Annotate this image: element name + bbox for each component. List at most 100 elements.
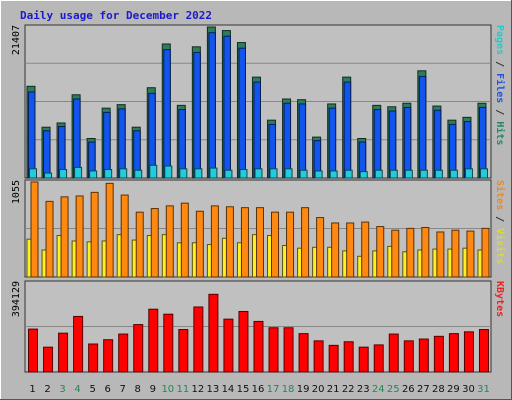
bar-sites-day-7 bbox=[120, 194, 129, 278]
bar-files-day-25 bbox=[388, 110, 397, 179]
bar-sites-day-6 bbox=[105, 182, 114, 278]
day-label-19: 19 bbox=[297, 384, 310, 395]
bar-kbytes-day-4 bbox=[73, 315, 84, 373]
bar-files-day-10 bbox=[163, 49, 171, 179]
day-label-23: 23 bbox=[357, 384, 370, 395]
bar-sites-day-3 bbox=[60, 196, 69, 278]
bar-kbytes-day-5 bbox=[88, 343, 99, 373]
bar-kbytes-day-17 bbox=[268, 327, 279, 373]
day-label-22: 22 bbox=[342, 384, 355, 395]
bar-kbytes-day-18 bbox=[283, 327, 294, 373]
day-label-11: 11 bbox=[176, 384, 189, 395]
bar-files-day-31 bbox=[478, 106, 487, 179]
bar-kbytes-day-8 bbox=[133, 324, 144, 373]
legend-entry: / bbox=[494, 55, 505, 73]
day-label-17: 17 bbox=[267, 384, 280, 395]
bar-sites-day-2 bbox=[45, 200, 54, 278]
bar-sites-day-27 bbox=[421, 226, 430, 278]
bar-kbytes-day-12 bbox=[193, 306, 204, 373]
day-label-25: 25 bbox=[387, 384, 400, 395]
bar-files-day-13 bbox=[208, 32, 216, 179]
bar-sites-day-30 bbox=[466, 230, 475, 278]
day-label-7: 7 bbox=[120, 384, 126, 395]
bar-pages-day-25 bbox=[389, 169, 398, 179]
bar-files-day-11 bbox=[178, 109, 186, 179]
bar-files-day-26 bbox=[403, 106, 412, 179]
bar-sites-day-31 bbox=[481, 227, 490, 278]
panel-top: 21407 Pages / Files / Hits bbox=[11, 24, 506, 179]
bar-files-day-28 bbox=[433, 109, 442, 179]
panel-middle: 1055 Sites / Visits bbox=[11, 179, 506, 278]
bar-kbytes-day-3 bbox=[58, 332, 69, 373]
bar-pages-day-29 bbox=[449, 169, 458, 179]
bar-pages-day-11 bbox=[179, 168, 188, 179]
day-label-24: 24 bbox=[372, 384, 385, 395]
day-labels: 1 2 3 4 5 6 7 8 9 10 11 12 13 14 15 16 17 18 19 20 21 22 23 24 2… bbox=[29, 384, 490, 395]
day-label-14: 14 bbox=[222, 384, 235, 395]
bar-pages-day-22 bbox=[344, 169, 353, 179]
bar-sites-day-23 bbox=[361, 221, 370, 278]
bar-files-day-6 bbox=[103, 111, 111, 179]
bar-pages-day-12 bbox=[194, 168, 203, 179]
panel-max-label: 21407 bbox=[11, 25, 22, 55]
panel-bottom: 394129 KBytes bbox=[11, 280, 505, 373]
bar-files-day-19 bbox=[298, 103, 307, 179]
panel-legend: Sites / Visits bbox=[494, 180, 506, 264]
bar-kbytes-day-26 bbox=[403, 340, 414, 373]
bar-sites-day-18 bbox=[286, 211, 295, 278]
legend-entry: / bbox=[494, 103, 505, 121]
bar-sites-day-22 bbox=[346, 222, 355, 278]
bar-pages-day-19 bbox=[299, 169, 308, 179]
bar-pages-day-31 bbox=[479, 168, 488, 179]
legend-entry: Files bbox=[494, 73, 506, 103]
bar-pages-day-4 bbox=[74, 166, 83, 179]
bar-files-day-1 bbox=[28, 91, 36, 179]
legend-entry: / bbox=[494, 210, 505, 228]
day-label-9: 9 bbox=[150, 384, 156, 395]
chart-title: Daily usage for December 2022 bbox=[20, 9, 212, 22]
day-label-30: 30 bbox=[462, 384, 475, 395]
legend-entry: Visits bbox=[494, 228, 506, 264]
bar-sites-day-25 bbox=[391, 229, 400, 278]
bar-pages-day-21 bbox=[329, 170, 338, 179]
bar-files-day-15 bbox=[238, 47, 246, 179]
bar-sites-day-17 bbox=[271, 211, 280, 278]
bar-kbytes-day-1 bbox=[28, 328, 38, 373]
bar-kbytes-day-22 bbox=[343, 341, 354, 373]
bar-pages-day-15 bbox=[239, 169, 248, 179]
day-label-20: 20 bbox=[312, 384, 325, 395]
bar-sites-day-29 bbox=[451, 229, 460, 278]
bar-pages-day-27 bbox=[419, 169, 428, 179]
panel-max-label: 1055 bbox=[11, 180, 22, 204]
bar-files-day-14 bbox=[223, 35, 231, 179]
day-label-29: 29 bbox=[447, 384, 460, 395]
bar-sites-day-4 bbox=[75, 195, 84, 278]
bar-sites-day-9 bbox=[150, 208, 159, 278]
legend-entry: Sites bbox=[494, 180, 506, 210]
legend-entry: KBytes bbox=[494, 281, 505, 317]
bar-kbytes-day-13 bbox=[208, 293, 219, 373]
chart-panels: 21407 Pages / Files / Hits 1055 Sites / Vis… bbox=[11, 24, 506, 373]
bar-pages-day-28 bbox=[434, 169, 443, 179]
bar-kbytes-day-19 bbox=[298, 333, 309, 373]
bar-files-day-18 bbox=[283, 102, 292, 179]
bar-sites-day-1 bbox=[30, 181, 39, 278]
bar-kbytes-day-24 bbox=[373, 344, 384, 373]
bar-kbytes-day-23 bbox=[358, 346, 369, 373]
bar-sites-day-11 bbox=[180, 202, 189, 278]
panel-max-label: 394129 bbox=[11, 281, 22, 317]
bar-pages-day-10 bbox=[164, 165, 173, 179]
bar-kbytes-day-11 bbox=[178, 329, 189, 373]
day-label-13: 13 bbox=[207, 384, 220, 395]
bar-files-day-22 bbox=[343, 81, 352, 179]
legend-entry: Pages bbox=[494, 25, 505, 55]
day-label-1: 1 bbox=[29, 384, 35, 395]
bar-kbytes-day-21 bbox=[328, 344, 339, 373]
bar-sites-day-24 bbox=[376, 226, 385, 278]
bar-sites-day-28 bbox=[436, 231, 445, 278]
bar-files-day-16 bbox=[253, 81, 261, 179]
bar-kbytes-day-7 bbox=[118, 333, 129, 373]
bar-files-day-21 bbox=[328, 107, 337, 179]
bar-kbytes-day-29 bbox=[448, 333, 459, 373]
day-label-2: 2 bbox=[44, 384, 50, 395]
